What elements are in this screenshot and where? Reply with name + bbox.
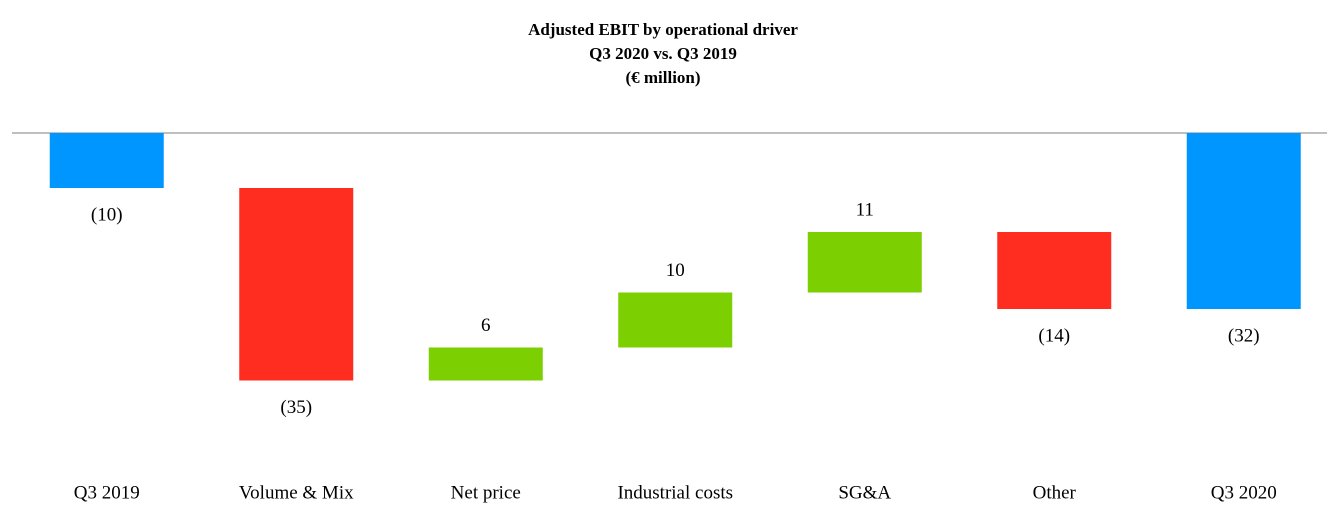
value-label: 10 (666, 260, 685, 281)
x-tick-label: Industrial costs (617, 482, 733, 503)
bar (239, 188, 354, 381)
value-label: (35) (280, 397, 312, 418)
chart-title: Adjusted EBIT by operational driver (528, 20, 798, 39)
bar (49, 133, 164, 188)
value-label: (14) (1038, 325, 1070, 346)
bar (428, 347, 543, 381)
value-label: (32) (1228, 325, 1260, 346)
bar (618, 292, 733, 348)
value-label: 6 (481, 315, 491, 336)
x-tick-label: SG&A (838, 482, 891, 503)
x-tick-label: Volume & Mix (239, 482, 354, 503)
chart-unit: (€ million) (625, 68, 700, 87)
value-label: (10) (91, 204, 123, 225)
value-label: 11 (856, 199, 874, 220)
x-tick-label: Net price (451, 482, 521, 503)
bar (1186, 133, 1301, 309)
x-tick-label: Q3 2020 (1211, 482, 1277, 503)
chart-subtitle: Q3 2020 vs. Q3 2019 (589, 44, 737, 63)
bar (997, 232, 1112, 309)
x-tick-label: Q3 2019 (74, 482, 140, 503)
bar (807, 232, 922, 293)
x-tick-label: Other (1033, 482, 1077, 503)
